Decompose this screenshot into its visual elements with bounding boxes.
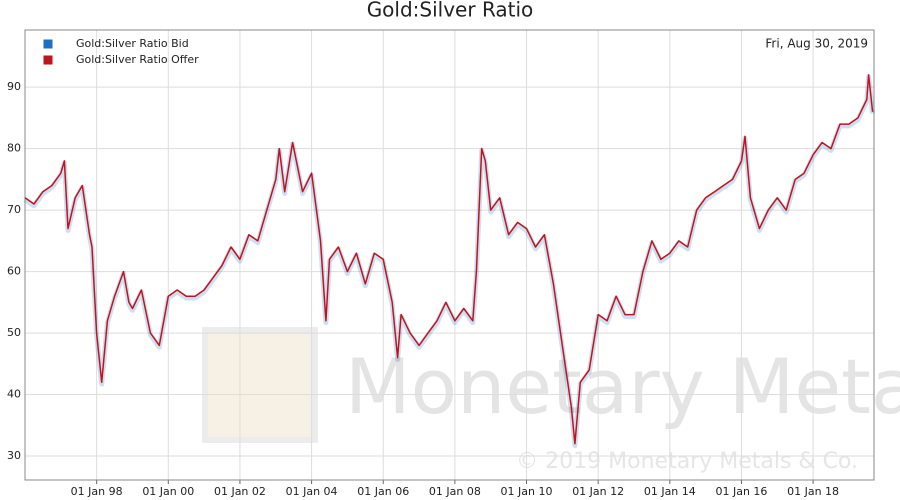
x-tick-label: 01 Jan 16 bbox=[715, 485, 767, 498]
x-tick-label: 01 Jan 18 bbox=[787, 485, 839, 498]
y-tick-label: 80 bbox=[7, 142, 21, 155]
x-tick-label: 01 Jan 10 bbox=[501, 485, 553, 498]
series-line bbox=[24, 74, 874, 445]
legend-label: Gold:Silver Ratio Bid bbox=[76, 37, 189, 50]
plot-frame bbox=[24, 29, 875, 481]
chart-title: Gold:Silver Ratio bbox=[367, 0, 534, 22]
y-tick-label: 30 bbox=[7, 449, 21, 462]
y-tick-label: 60 bbox=[7, 265, 21, 278]
copyright: © 2019 Monetary Metals & Co. bbox=[516, 449, 858, 474]
x-tick-label: 01 Jan 06 bbox=[357, 485, 409, 498]
y-tick-label: 50 bbox=[7, 326, 21, 339]
date-annotation: Fri, Aug 30, 2019 bbox=[765, 37, 868, 51]
y-tick-label: 70 bbox=[7, 203, 21, 216]
watermark: Monetary Metals bbox=[345, 342, 900, 431]
x-tick-label: 01 Jan 14 bbox=[644, 485, 696, 498]
x-tick-label: 01 Jan 04 bbox=[286, 485, 338, 498]
x-tick-label: 01 Jan 02 bbox=[214, 485, 266, 498]
x-tick-label: 01 Jan 08 bbox=[429, 485, 481, 498]
x-tick-label: 01 Jan 12 bbox=[572, 485, 624, 498]
y-tick-label: 40 bbox=[7, 388, 21, 401]
y-tick-label: 90 bbox=[7, 80, 21, 93]
x-tick-label: 01 Jan 00 bbox=[142, 485, 194, 498]
legend-swatch bbox=[42, 38, 54, 50]
legend-label: Gold:Silver Ratio Offer bbox=[76, 53, 199, 66]
x-tick-label: 01 Jan 98 bbox=[71, 485, 123, 498]
watermark-logo bbox=[202, 327, 318, 443]
legend-swatch bbox=[42, 54, 54, 66]
